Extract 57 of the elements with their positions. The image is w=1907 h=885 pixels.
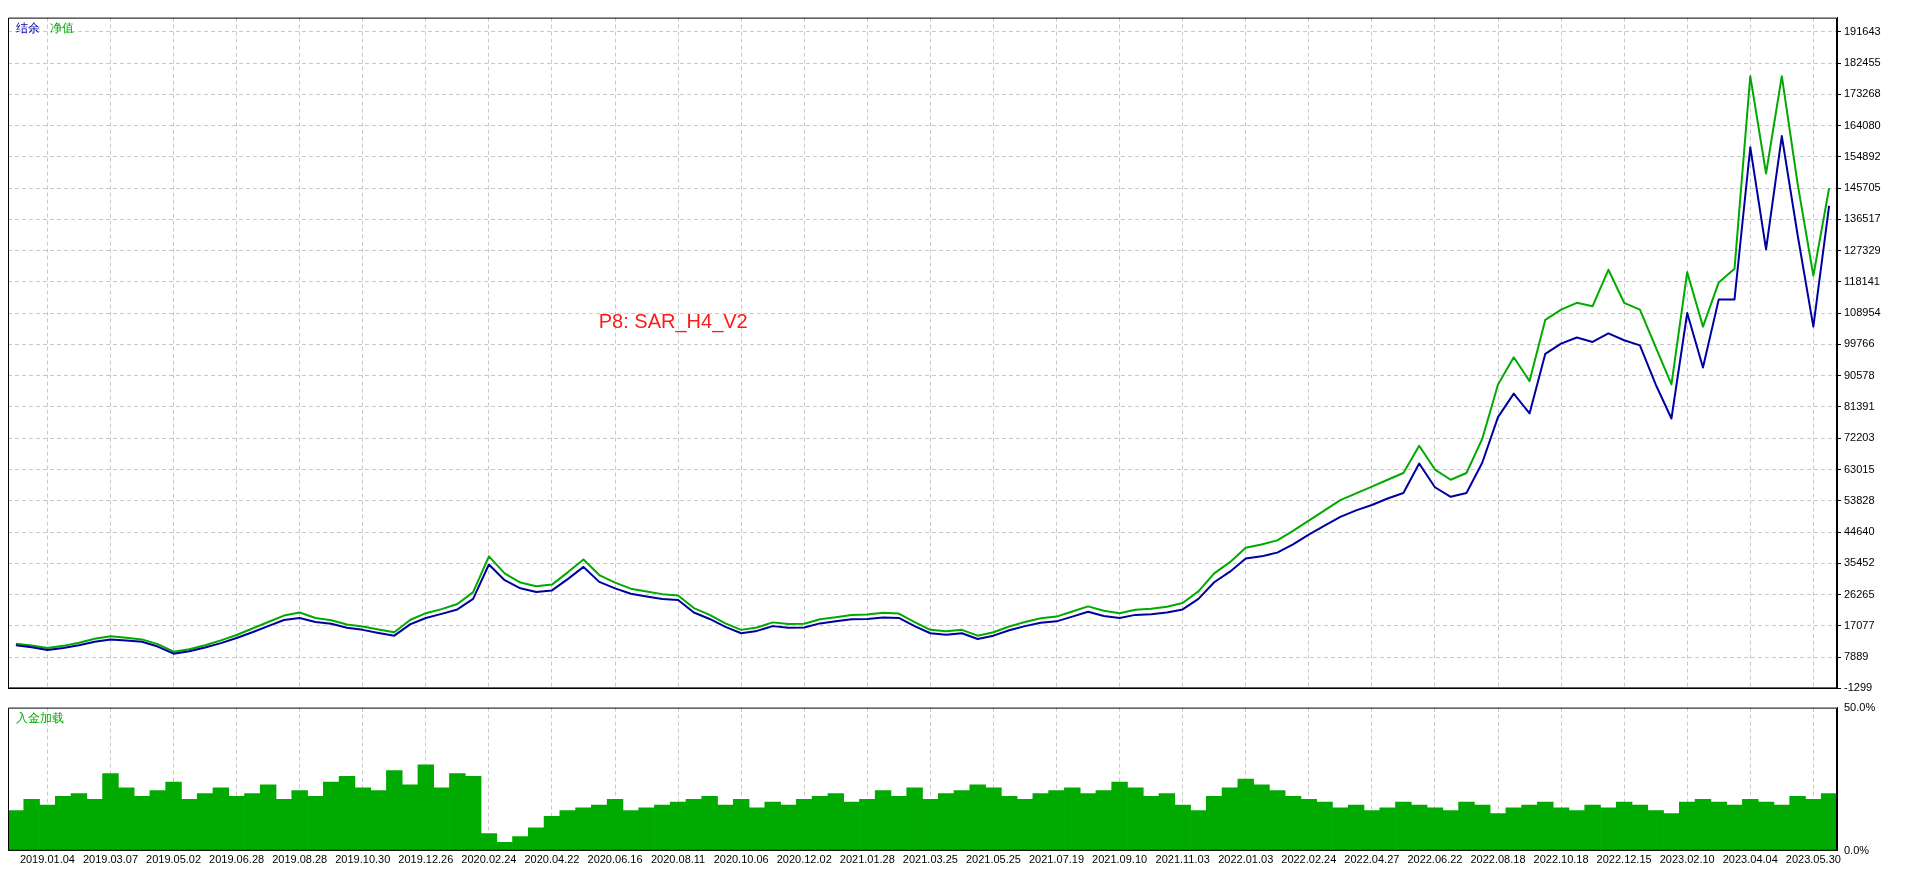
x-tick-label: 2022.12.15 (1596, 853, 1652, 866)
y-tick-label: 99766 (1844, 337, 1875, 350)
text: 结余 (16, 20, 40, 35)
y-tick-label: 44640 (1844, 525, 1875, 538)
y-tick-label: -1299 (1844, 681, 1873, 694)
y-tick-label: 164080 (1844, 118, 1881, 131)
y-tick-label: 17077 (1844, 618, 1875, 631)
x-tick-label: 2022.08.18 (1470, 853, 1526, 866)
x-tick-label: 2022.10.18 (1533, 853, 1589, 866)
y-tick-label: 118141 (1844, 274, 1880, 287)
x-tick-label: 2019.05.02 (146, 853, 202, 866)
y-tick-label: 81391 (1844, 400, 1875, 413)
y-tick-label: 53828 (1844, 493, 1875, 506)
x-tick-label: 2019.12.26 (398, 853, 454, 866)
x-tick-label: 2020.08.11 (650, 853, 706, 866)
text: 入金加载 (16, 710, 64, 725)
y-tick-label: 182455 (1844, 56, 1881, 69)
x-tick-label: 2022.06.22 (1407, 853, 1463, 866)
y-tick-label: 90578 (1844, 368, 1875, 381)
x-tick-label: 2021.09.10 (1092, 853, 1148, 866)
x-tick-label: 2022.02.24 (1281, 853, 1337, 866)
x-tick-label: 2021.07.19 (1028, 853, 1085, 866)
x-tick-label: 2020.04.22 (524, 853, 580, 866)
x-tick-label: 2023.05.30 (1785, 853, 1841, 866)
x-tick-label: 2020.10.06 (713, 853, 769, 866)
x-tick-label: 2020.06.16 (587, 853, 643, 866)
y-tick-label: 191643 (1844, 24, 1881, 37)
x-tick-label: 2019.08.28 (272, 853, 328, 866)
x-tick-label: 2021.11.03 (1155, 853, 1210, 866)
x-tick-label: 2021.03.25 (902, 853, 958, 866)
x-tick-label: 2019.03.07 (82, 853, 139, 866)
x-tick-label: 2019.06.28 (209, 853, 265, 866)
y-tick-label: 136517 (1844, 212, 1881, 225)
y-tick-label: 72203 (1844, 431, 1875, 444)
y-tick-label: 154892 (1844, 149, 1881, 162)
x-tick-label: 2021.01.28 (839, 853, 895, 866)
y-tick-label: 35452 (1844, 556, 1875, 569)
y-tick-label: 108954 (1844, 306, 1881, 319)
text: 净值 (50, 20, 74, 35)
x-tick-label: 2019.01.04 (19, 853, 75, 866)
y-tick-label: 63015 (1844, 462, 1875, 475)
x-tick-label: 2021.05.25 (965, 853, 1021, 866)
annotation: P8: SAR_H4_V2 (598, 310, 748, 334)
y-tick-label: 7889 (1844, 650, 1869, 663)
x-tick-label: 2020.12.02 (776, 853, 832, 866)
x-tick-label: 2023.04.04 (1722, 853, 1778, 866)
x-tick-label: 2022.04.27 (1344, 853, 1400, 866)
y-tick-label: 26265 (1844, 587, 1875, 600)
x-tick-label: 2019.10.30 (335, 853, 391, 866)
x-tick-label: 2020.02.24 (461, 853, 517, 866)
y-tick-label: 173268 (1844, 87, 1881, 100)
x-tick-label: 2023.02.10 (1659, 853, 1715, 866)
y-tick-label: 0.0% (1844, 843, 1870, 856)
y-tick-label: 50.0% (1844, 700, 1876, 713)
x-tick-label: 2022.01.03 (1218, 853, 1274, 866)
y-tick-label: 145705 (1844, 181, 1881, 194)
y-tick-label: 127329 (1844, 243, 1881, 256)
